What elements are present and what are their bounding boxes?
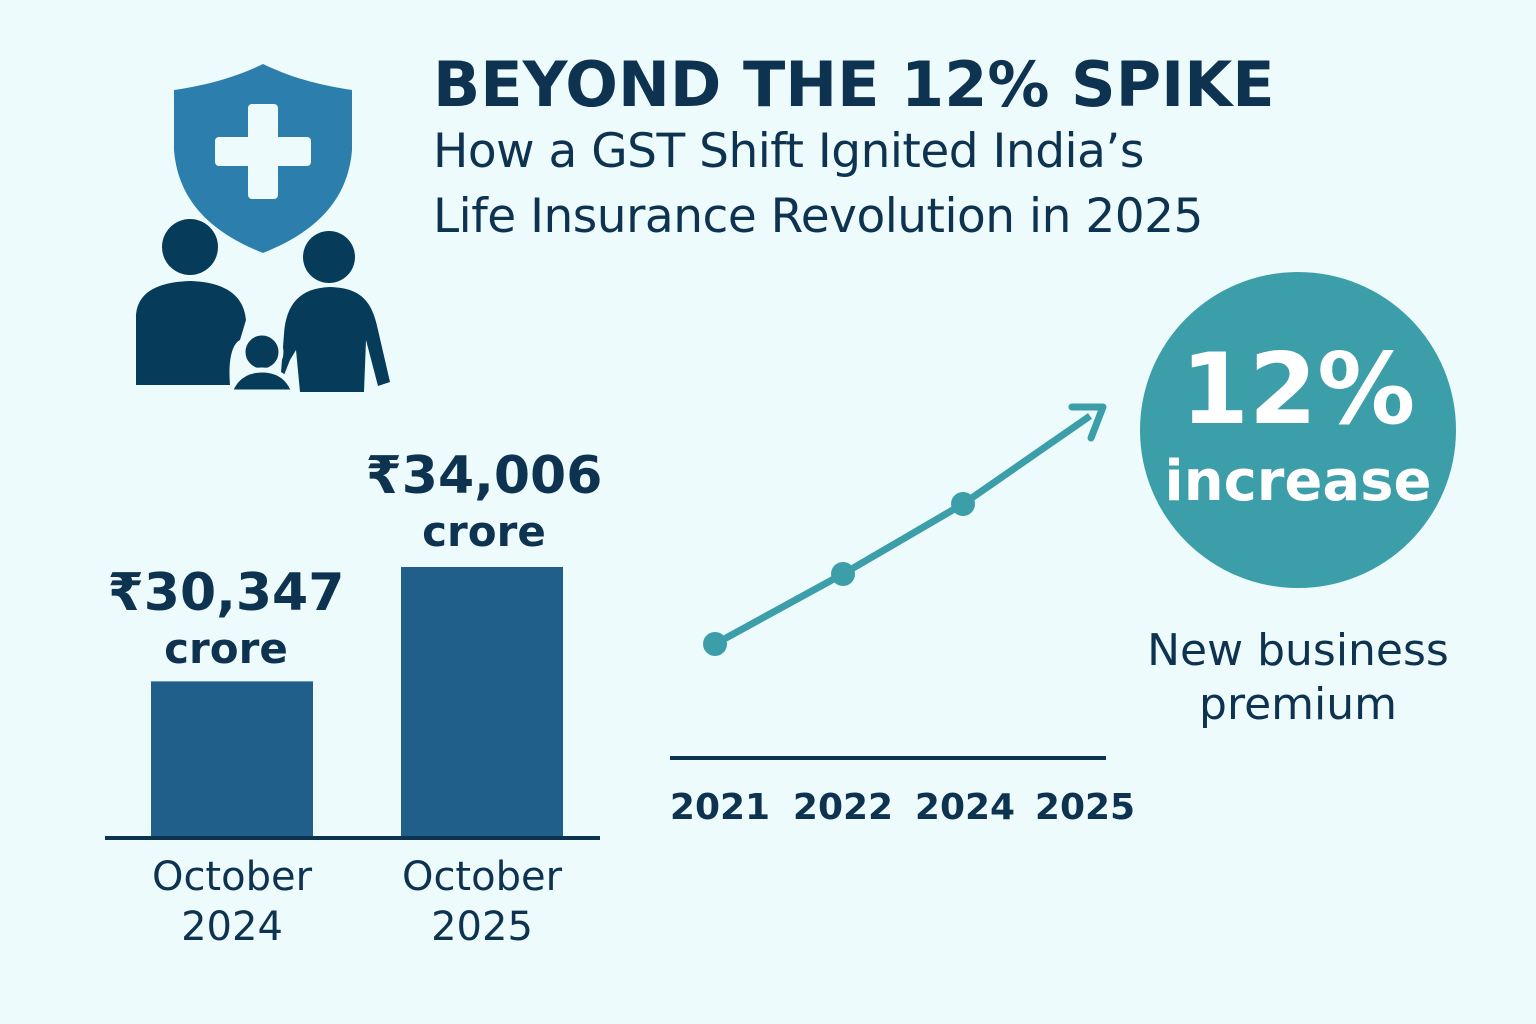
- page-title: BEYOND THE 12% SPIKE: [433, 48, 1275, 121]
- bar-october-2024: [151, 681, 313, 836]
- bar-value-label: ₹34,006: [365, 446, 603, 506]
- category-month: October: [151, 854, 313, 900]
- shield-plus-icon: [174, 64, 352, 253]
- bar-unit-label: crore: [164, 624, 288, 673]
- bar-data-label-2024: ₹30,347 crore: [76, 563, 376, 675]
- highlight-caption: New business premium: [1130, 624, 1466, 732]
- caption-line-2: premium: [1199, 679, 1397, 730]
- caption-line-1: New business: [1147, 625, 1449, 676]
- trend-arrow-head: [1068, 403, 1107, 442]
- family-icon: [136, 219, 390, 395]
- increase-badge: 12% increase: [1140, 272, 1456, 588]
- bar-value-label: ₹30,347: [107, 563, 345, 623]
- family-insurance-illustration: [136, 64, 390, 395]
- category-year: 2024: [181, 904, 283, 950]
- subtitle-line-2: Life Insurance Revolution in 2025: [433, 189, 1203, 244]
- data-point-2022: [831, 562, 855, 586]
- bar-data-label-2025: ₹34,006 crore: [334, 446, 634, 558]
- increase-label: increase: [1164, 449, 1432, 514]
- category-month: October: [401, 854, 563, 900]
- subtitle-line-1: How a GST Shift Ignited India’s: [433, 124, 1144, 179]
- x-tick-label: 2025: [1034, 787, 1136, 828]
- data-point-2024: [951, 492, 975, 516]
- trend-line: [713, 413, 1092, 648]
- x-tick-label: 2024: [914, 787, 1016, 828]
- category-year: 2025: [431, 904, 533, 950]
- x-tick-label: 2022: [792, 787, 894, 828]
- bar-category-label: October 2025: [352, 852, 612, 952]
- x-tick-label: 2021: [669, 787, 771, 828]
- bar-unit-label: crore: [422, 507, 546, 556]
- increase-value: 12%: [1180, 333, 1416, 447]
- data-point-2021: [703, 632, 727, 656]
- bar-october-2025: [401, 567, 563, 836]
- bar-category-label: October 2024: [102, 852, 362, 952]
